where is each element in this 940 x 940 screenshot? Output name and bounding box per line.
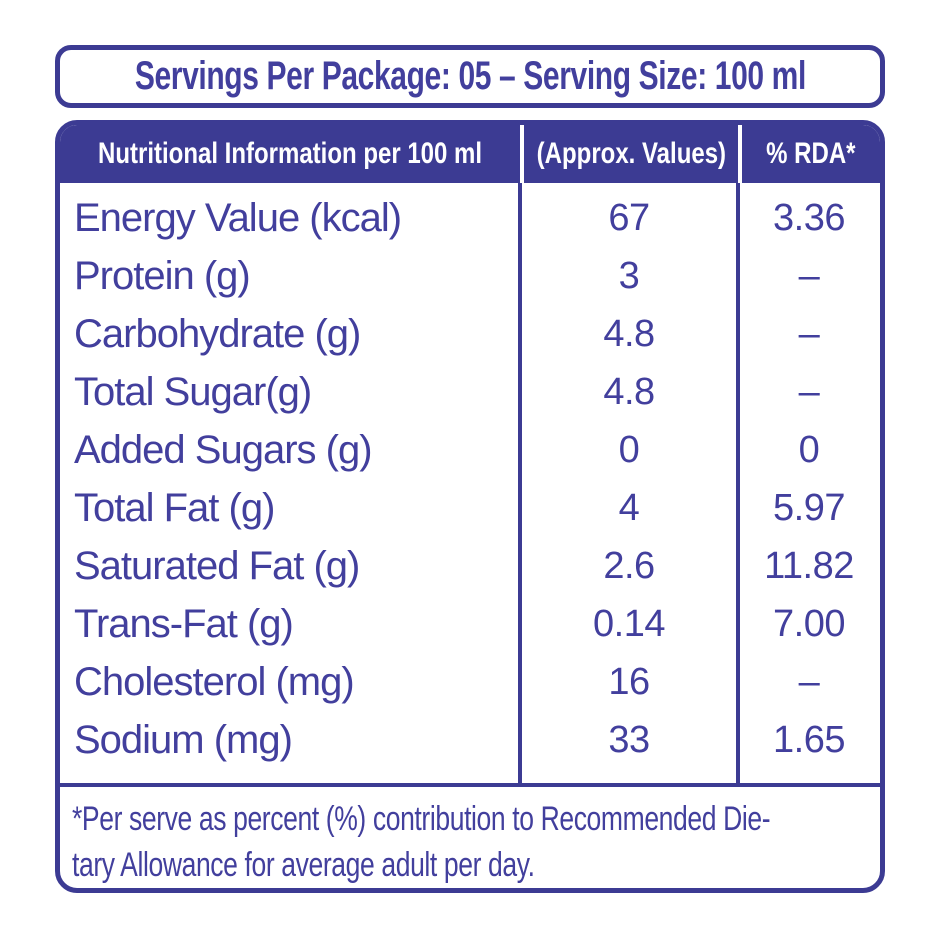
nutrition-table: Nutritional Information per 100 ml (Appr… xyxy=(55,120,885,893)
table-row: Total Sugar(g) 4.8 – xyxy=(60,363,880,421)
table-row: Added Sugars (g) 0 0 xyxy=(60,421,880,479)
nutrient-value: 4.8 xyxy=(603,370,655,413)
footnote-line-1: *Per serve as percent (%) contribution t… xyxy=(72,800,771,838)
nutrient-label: Sodium (mg) xyxy=(74,717,293,762)
column-header-approx-values: (Approx. Values) xyxy=(520,125,738,183)
nutrient-value: 67 xyxy=(608,196,650,239)
column-header-nutrient: Nutritional Information per 100 ml xyxy=(97,137,483,170)
table-row: Protein (g) 3 – xyxy=(60,247,880,305)
table-row: Total Fat (g) 4 5.97 xyxy=(60,479,880,537)
nutrient-value: 2.6 xyxy=(603,544,655,587)
nutrient-label: Carbohydrate (g) xyxy=(74,311,361,356)
footnote-line-2: tary Allowance for average adult per day… xyxy=(72,846,535,884)
table-row: Energy Value (kcal) 67 3.36 xyxy=(60,189,880,247)
table-row: Cholesterol (mg) 16 – xyxy=(60,653,880,711)
table-row: Carbohydrate (g) 4.8 – xyxy=(60,305,880,363)
nutrient-label: Trans-Fat (g) xyxy=(74,601,294,646)
nutrient-label: Cholesterol (mg) xyxy=(74,659,355,704)
nutrient-rda: – xyxy=(798,370,820,413)
nutrient-rda: – xyxy=(798,254,820,297)
nutrient-value: 3 xyxy=(618,254,640,297)
nutrient-rda: – xyxy=(798,660,820,703)
table-row: Sodium (mg) 33 1.65 xyxy=(60,711,880,769)
nutrient-rda: 5.97 xyxy=(773,486,845,529)
servings-header-box: Servings Per Package: 05 – Serving Size:… xyxy=(55,45,885,108)
table-row: Saturated Fat (g) 2.6 11.82 xyxy=(60,537,880,595)
nutrient-value: 4 xyxy=(618,486,640,529)
nutrient-value: 0.14 xyxy=(593,602,665,645)
nutrient-rda: 3.36 xyxy=(773,196,845,239)
nutrient-label: Energy Value (kcal) xyxy=(74,195,402,240)
nutrient-value: 4.8 xyxy=(603,312,655,355)
nutrient-label: Saturated Fat (g) xyxy=(74,543,360,588)
nutrient-value: 33 xyxy=(608,718,650,761)
nutrient-label: Protein (g) xyxy=(74,253,251,298)
column-divider-2 xyxy=(736,183,740,783)
nutrient-value: 0 xyxy=(618,428,640,471)
column-divider-1 xyxy=(518,183,522,783)
nutrient-rda: 11.82 xyxy=(764,544,854,587)
nutrient-rda: – xyxy=(798,312,820,355)
nutrient-label: Total Fat (g) xyxy=(74,485,275,530)
footnote: *Per serve as percent (%) contribution t… xyxy=(60,783,880,888)
table-body: Energy Value (kcal) 67 3.36 Protein (g) … xyxy=(60,183,880,783)
nutrient-rda: 1.65 xyxy=(773,718,845,761)
nutrient-rda: 7.00 xyxy=(773,602,845,645)
table-row: Trans-Fat (g) 0.14 7.00 xyxy=(60,595,880,653)
nutrient-label: Total Sugar(g) xyxy=(74,369,312,414)
nutrient-rda: 0 xyxy=(798,428,820,471)
nutrient-value: 16 xyxy=(608,660,650,703)
table-header-row: Nutritional Information per 100 ml (Appr… xyxy=(60,125,880,183)
column-header-rda: % RDA* xyxy=(738,125,880,183)
servings-header-text: Servings Per Package: 05 – Serving Size:… xyxy=(134,54,806,98)
nutrient-label: Added Sugars (g) xyxy=(74,427,373,472)
